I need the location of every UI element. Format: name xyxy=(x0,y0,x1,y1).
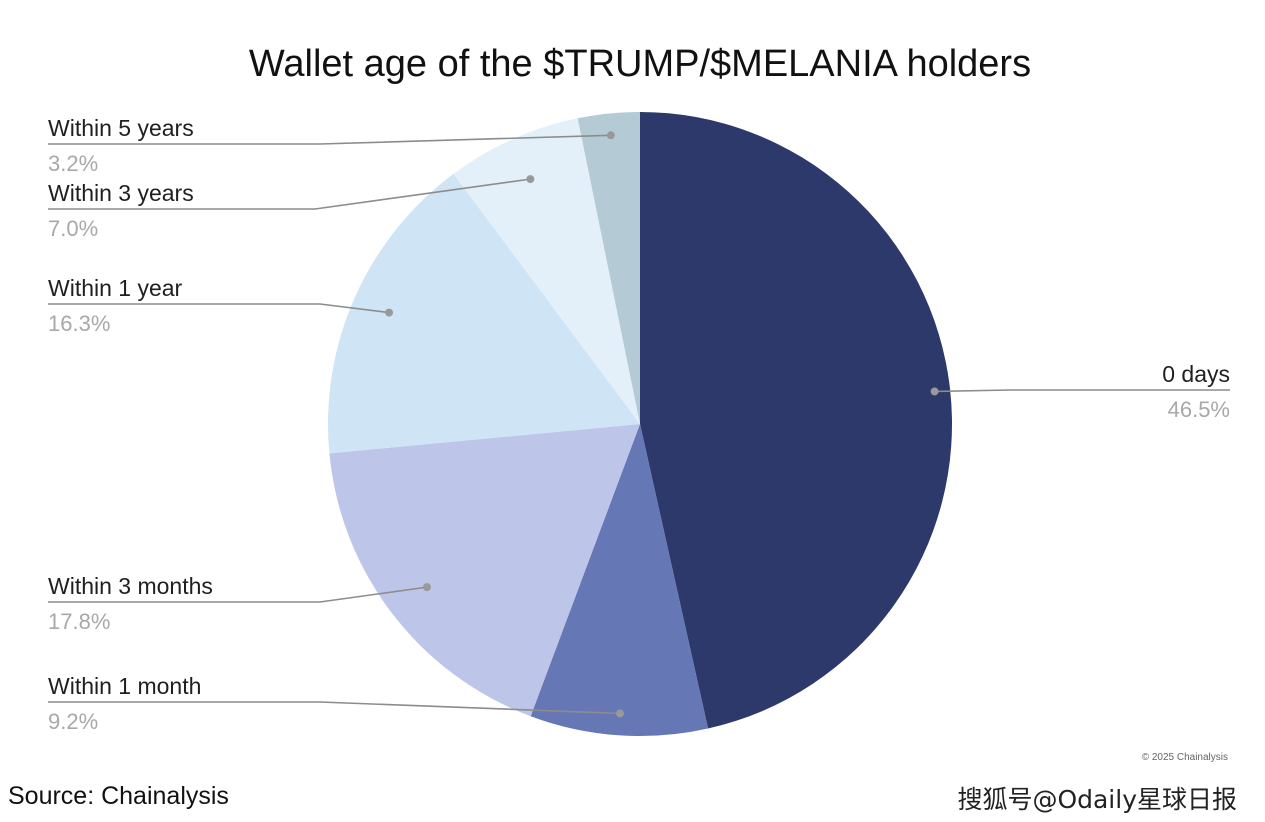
slice-value-within-5-years: 3.2% xyxy=(48,151,98,176)
pie-slice-within-5-years xyxy=(577,112,640,424)
leader-line-within-3-months xyxy=(48,586,428,603)
slice-value-within-1-month: 9.2% xyxy=(48,709,98,734)
slice-labels: 0 days 46.5% Within 1 month 9.2% Within 3 mo… xyxy=(48,115,1230,734)
leader-line-within-5-years xyxy=(48,134,611,145)
leader-line-within-1-month xyxy=(48,701,620,715)
leader-dot-within-3-months xyxy=(422,583,431,592)
leader-dot-within-1-month xyxy=(615,709,624,718)
slice-label-within-5-years: Within 5 years xyxy=(48,115,194,141)
source-note: Source: Chainalysis xyxy=(8,782,229,810)
leader-line-0-days xyxy=(934,389,1230,393)
slice-value-within-3-months: 17.8% xyxy=(48,609,110,634)
slice-value-within-1-year: 16.3% xyxy=(48,311,110,336)
slice-value-within-3-years: 7.0% xyxy=(48,216,98,241)
chart-title: Wallet age of the $TRUMP/$MELANIA holder… xyxy=(249,43,1031,85)
pie-slice-within-3-months xyxy=(329,424,640,717)
slice-label-within-1-year: Within 1 year xyxy=(48,275,183,301)
slice-label-within-1-month: Within 1 month xyxy=(48,673,201,699)
slice-value-0-days: 46.5% xyxy=(1168,397,1230,422)
leader-dot-within-1-year xyxy=(385,308,394,317)
slice-label-0-days: 0 days xyxy=(1162,361,1230,387)
leader-lines xyxy=(48,131,1230,718)
leader-dot-within-3-years xyxy=(526,175,535,184)
leader-dot-within-5-years xyxy=(606,131,615,140)
chart-copyright: © 2025 Chainalysis xyxy=(1142,752,1228,763)
leader-dot-0-days xyxy=(930,387,939,396)
slice-label-within-3-years: Within 3 years xyxy=(48,180,194,206)
pie-slice-within-3-years xyxy=(453,118,640,425)
leader-line-within-1-year xyxy=(48,303,390,314)
pie-slice-within-1-year xyxy=(328,173,640,454)
pie-slices xyxy=(328,112,952,736)
leader-line-within-3-years xyxy=(48,178,531,210)
watermark: 搜狐号@Odaily星球日报 xyxy=(957,785,1237,814)
pie-slice-within-1-month xyxy=(530,424,709,736)
pie-slice-0-days xyxy=(640,112,952,729)
slice-label-within-3-months: Within 3 months xyxy=(48,573,213,599)
